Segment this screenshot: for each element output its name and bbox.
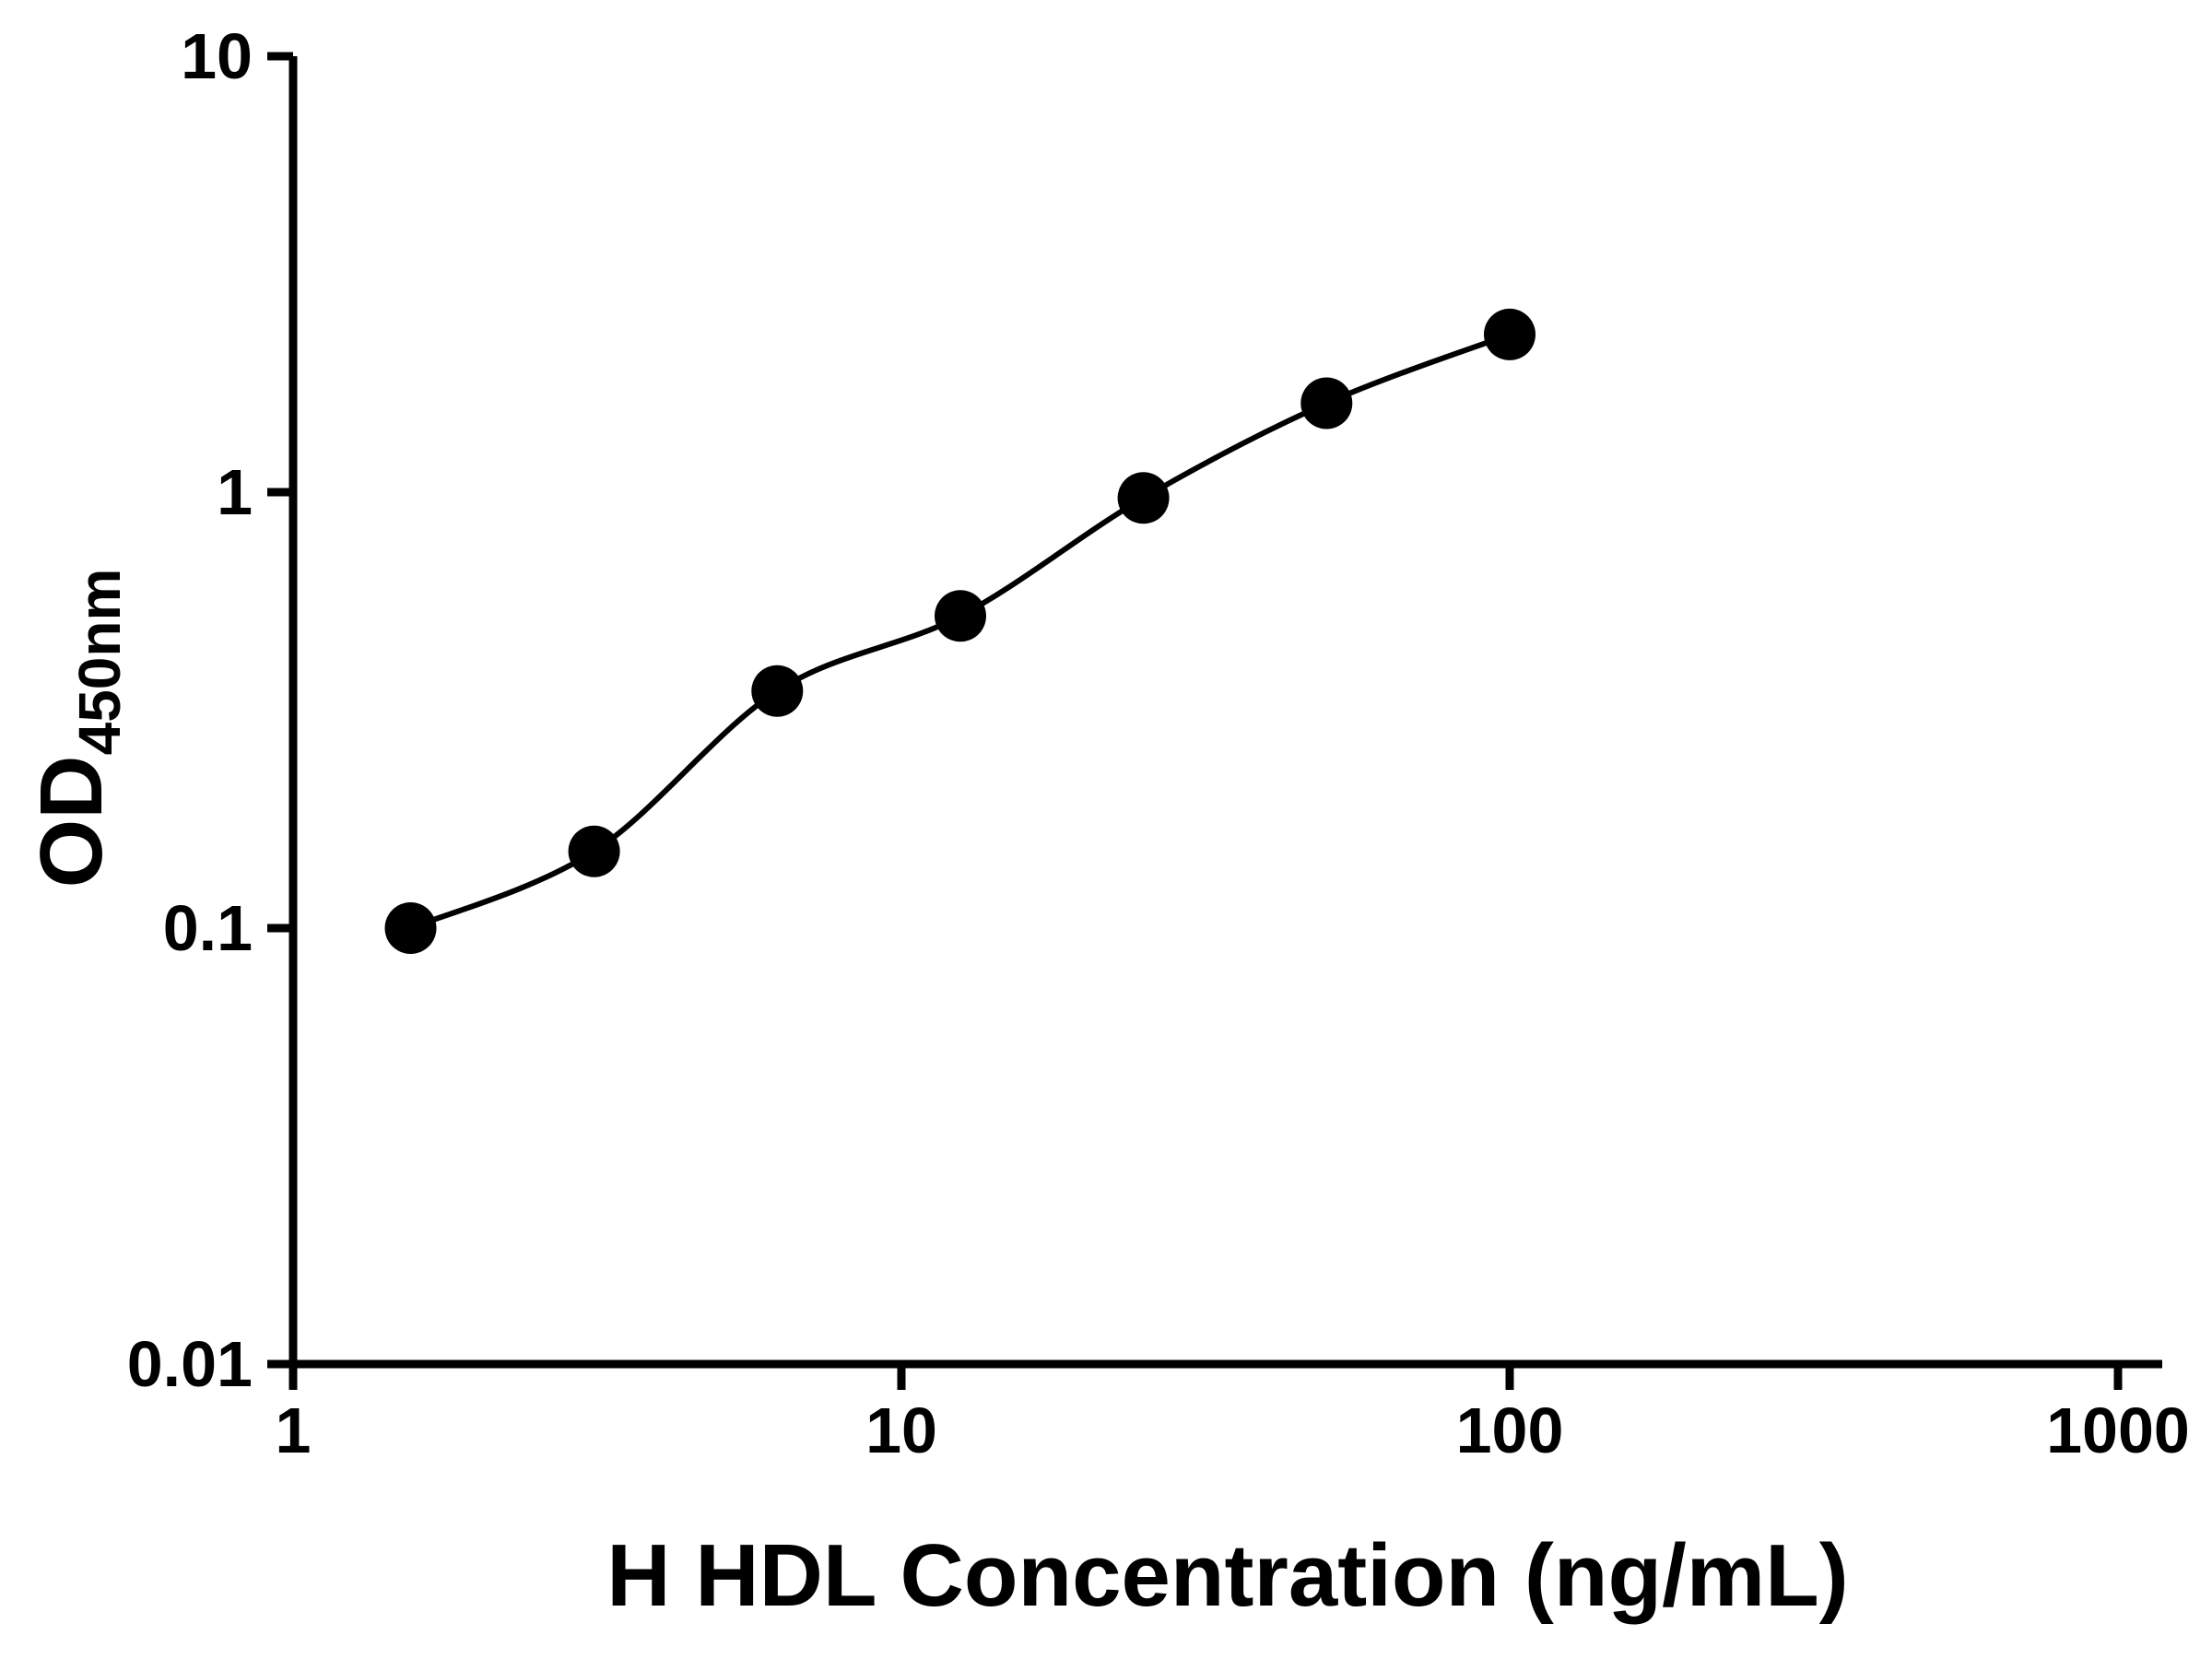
y-tick-label: 10 xyxy=(181,20,253,92)
y-ticks xyxy=(267,52,293,1369)
data-point xyxy=(384,902,437,954)
y-axis-title-subscript: 450nm xyxy=(66,569,133,756)
x-tick-label: 1 xyxy=(276,1394,312,1466)
data-point xyxy=(1300,377,1353,429)
data-point xyxy=(568,825,620,877)
data-point xyxy=(1484,308,1535,360)
axis-lines xyxy=(288,56,2162,1369)
x-tick-label: 100 xyxy=(1456,1394,1564,1466)
y-axis-title: OD450nm xyxy=(22,569,133,888)
y-axis-title-main: OD xyxy=(22,755,121,888)
x-tick-label: 10 xyxy=(865,1394,937,1466)
data-points xyxy=(384,308,1535,954)
data-point xyxy=(935,590,986,642)
y-tick-label: 1 xyxy=(217,456,253,528)
axes xyxy=(288,56,2162,1369)
data-point xyxy=(751,665,804,717)
y-tick-label: 0.1 xyxy=(163,892,253,964)
data-point xyxy=(1117,472,1170,524)
x-tick-labels: 1 10 100 1000 xyxy=(276,1394,2190,1466)
y-tick-label: 0.01 xyxy=(127,1328,253,1400)
x-axis-title: H HDL Concentration (ng/mL) xyxy=(606,1526,1848,1625)
x-tick-label: 1000 xyxy=(2046,1394,2190,1466)
y-tick-labels: 0.01 0.1 1 10 xyxy=(127,20,253,1400)
x-ticks xyxy=(288,1364,2123,1390)
